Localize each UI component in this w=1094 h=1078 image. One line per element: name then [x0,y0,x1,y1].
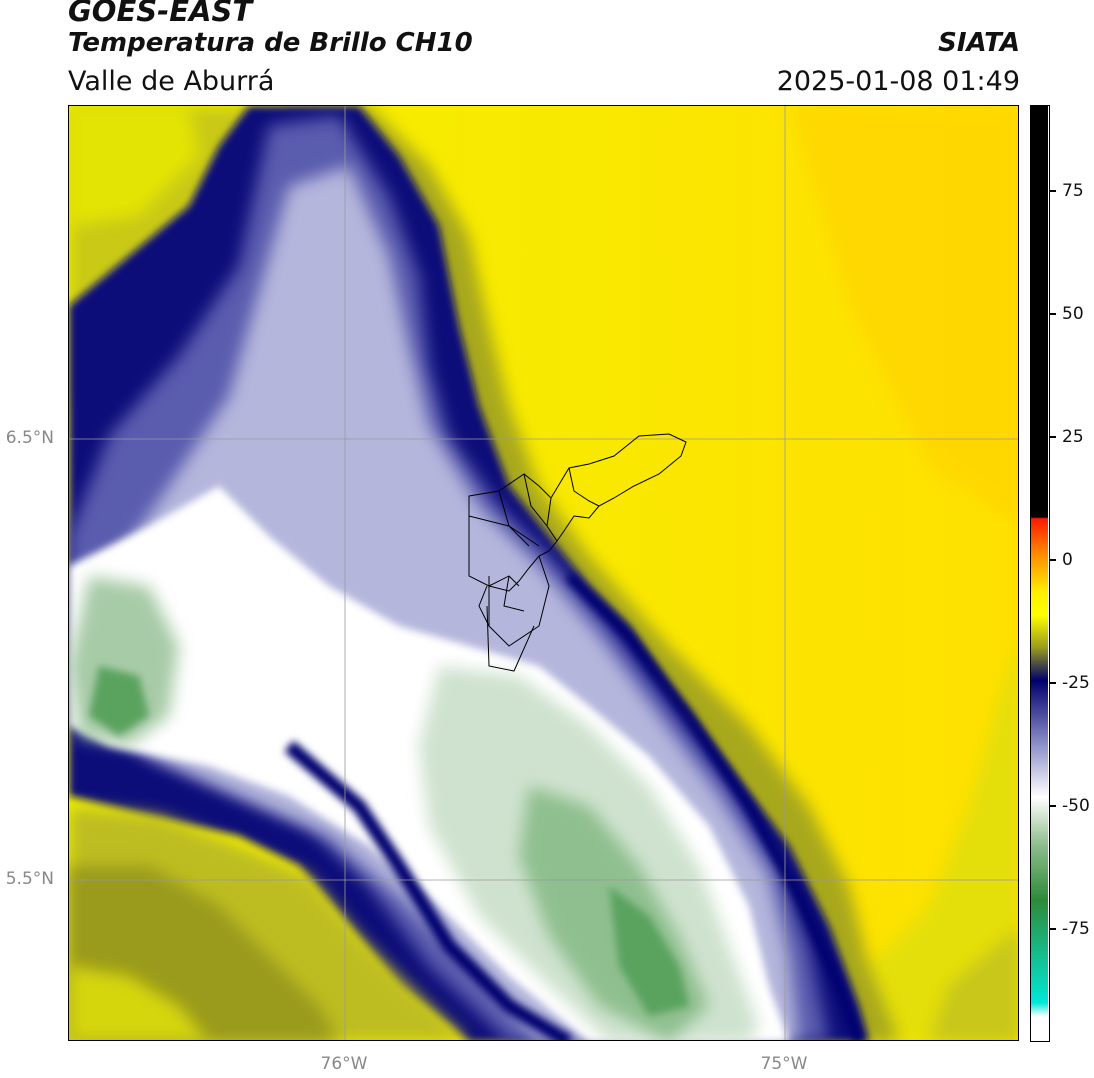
colorbar-tick-label: -50 [1062,796,1090,816]
colorbar [1030,105,1050,1042]
municipal-boundaries [468,433,687,672]
colorbar-ramp [1031,106,1048,1040]
product-title: Temperatura de Brillo CH10 [68,28,473,58]
colorbar-tick-label: 75 [1062,181,1084,201]
region-title: Valle de Aburrá [68,66,275,97]
colorbar-tick-mark [1050,682,1056,684]
colorbar-tick-label: 25 [1062,427,1084,447]
colorbar-tick-mark [1050,559,1056,561]
colorbar-tick-mark [1050,805,1056,807]
colorbar-tick-label: -25 [1062,673,1090,693]
timestamp-label: 2025-01-08 01:49 [776,66,1020,97]
colorbar-tick-mark [1050,190,1056,192]
colorbar-tick-label: 50 [1062,304,1084,324]
lat-label-5-5: 5.5°N [5,869,54,889]
map-canvas [69,106,1018,1040]
colorbar-tick-mark [1050,313,1056,315]
brightness-temperature-map [68,105,1019,1041]
colorbar-tick-label: -75 [1062,919,1090,939]
colorbar-tick-mark [1050,928,1056,930]
lat-label-6-5: 6.5°N [5,428,54,448]
organization-label: SIATA [938,28,1020,58]
lon-label-76: 76°W [320,1054,368,1074]
colorbar-tick-label: 0 [1062,550,1073,570]
colorbar-tick-mark [1050,436,1056,438]
lon-label-75: 75°W [760,1054,808,1074]
satellite-title: GOES-EAST [68,0,253,28]
